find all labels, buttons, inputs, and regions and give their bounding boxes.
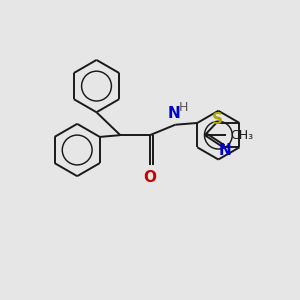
Text: CH₃: CH₃ <box>230 129 253 142</box>
Text: N: N <box>218 143 231 158</box>
Text: N: N <box>167 106 180 121</box>
Text: H: H <box>178 101 188 114</box>
Text: O: O <box>143 170 157 185</box>
Text: S: S <box>212 112 223 128</box>
